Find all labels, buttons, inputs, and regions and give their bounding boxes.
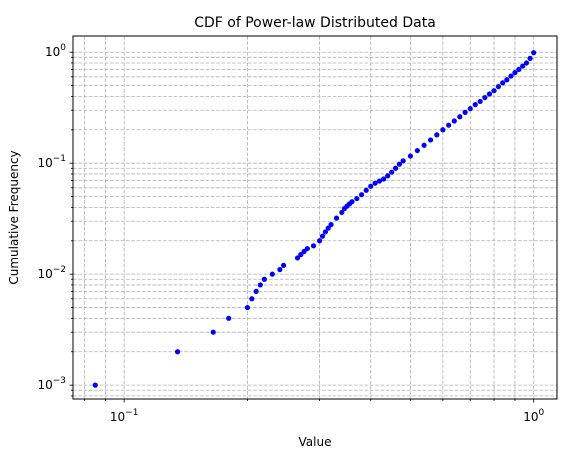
data-point — [531, 50, 537, 56]
data-point — [325, 225, 331, 231]
data-point — [462, 109, 468, 115]
data-point — [210, 329, 216, 335]
x-axis-title: Value — [299, 435, 332, 449]
data-point — [354, 195, 360, 202]
data-point — [486, 91, 493, 97]
data-point — [472, 102, 478, 108]
data-point — [244, 304, 251, 311]
data-point — [359, 192, 365, 198]
data-point — [385, 173, 391, 179]
data-point — [495, 83, 501, 90]
data-point — [389, 169, 395, 175]
data-point — [500, 80, 506, 86]
data-point — [446, 122, 452, 128]
data-point — [328, 221, 334, 228]
data-point — [520, 63, 526, 69]
data-point — [523, 60, 530, 66]
data-point — [400, 158, 406, 164]
data-point — [421, 142, 427, 148]
data-point — [372, 180, 378, 186]
data-point — [467, 106, 473, 112]
data-point — [92, 382, 98, 388]
data-point — [249, 296, 255, 302]
data-point — [261, 276, 267, 282]
y-tick-label: 10−2 — [37, 265, 66, 281]
points-layer — [92, 50, 537, 388]
data-point — [396, 161, 403, 167]
data-point — [491, 88, 497, 94]
grid-layer — [73, 36, 557, 399]
x-tick-label: 10−1 — [110, 408, 139, 424]
data-point — [477, 98, 483, 105]
y-tick-label: 100 — [45, 43, 66, 59]
data-point — [304, 245, 310, 252]
data-point — [451, 118, 457, 124]
data-point — [434, 132, 440, 138]
data-point — [257, 282, 263, 288]
data-point — [298, 252, 304, 258]
data-point — [508, 73, 514, 79]
y-tick-label: 10−3 — [37, 376, 66, 392]
data-point — [527, 55, 533, 61]
data-point — [516, 66, 522, 73]
data-point — [339, 209, 345, 216]
data-point — [277, 266, 283, 273]
data-point — [376, 178, 383, 184]
data-point — [392, 165, 399, 171]
data-point — [427, 137, 434, 143]
x-tick-label: 100 — [523, 408, 544, 424]
data-point — [316, 238, 323, 244]
data-point — [414, 147, 420, 154]
ticks-layer: 10−1 100 10−3 10−2 10−1 100 — [37, 43, 544, 424]
data-point — [368, 183, 374, 189]
plot-frame — [72, 35, 558, 400]
data-point — [322, 229, 328, 235]
data-point — [310, 243, 317, 249]
chart-title: CDF of Power-law Distributed Data — [194, 15, 436, 31]
data-point — [333, 215, 340, 221]
data-point — [407, 153, 414, 159]
data-point — [512, 70, 518, 76]
data-point — [269, 271, 275, 277]
y-axis-title: Cumulative Frequency — [7, 150, 21, 284]
data-point — [280, 262, 287, 268]
data-point — [294, 255, 301, 261]
data-point — [504, 77, 510, 83]
data-point — [253, 288, 259, 294]
data-point — [319, 233, 326, 239]
data-point — [174, 349, 181, 355]
data-point — [457, 114, 463, 120]
y-tick-label: 10−1 — [37, 154, 66, 170]
data-point — [226, 315, 232, 321]
data-point — [440, 127, 446, 133]
data-point — [482, 94, 488, 101]
data-point — [380, 176, 387, 182]
data-point — [349, 199, 355, 205]
data-point — [363, 187, 369, 193]
